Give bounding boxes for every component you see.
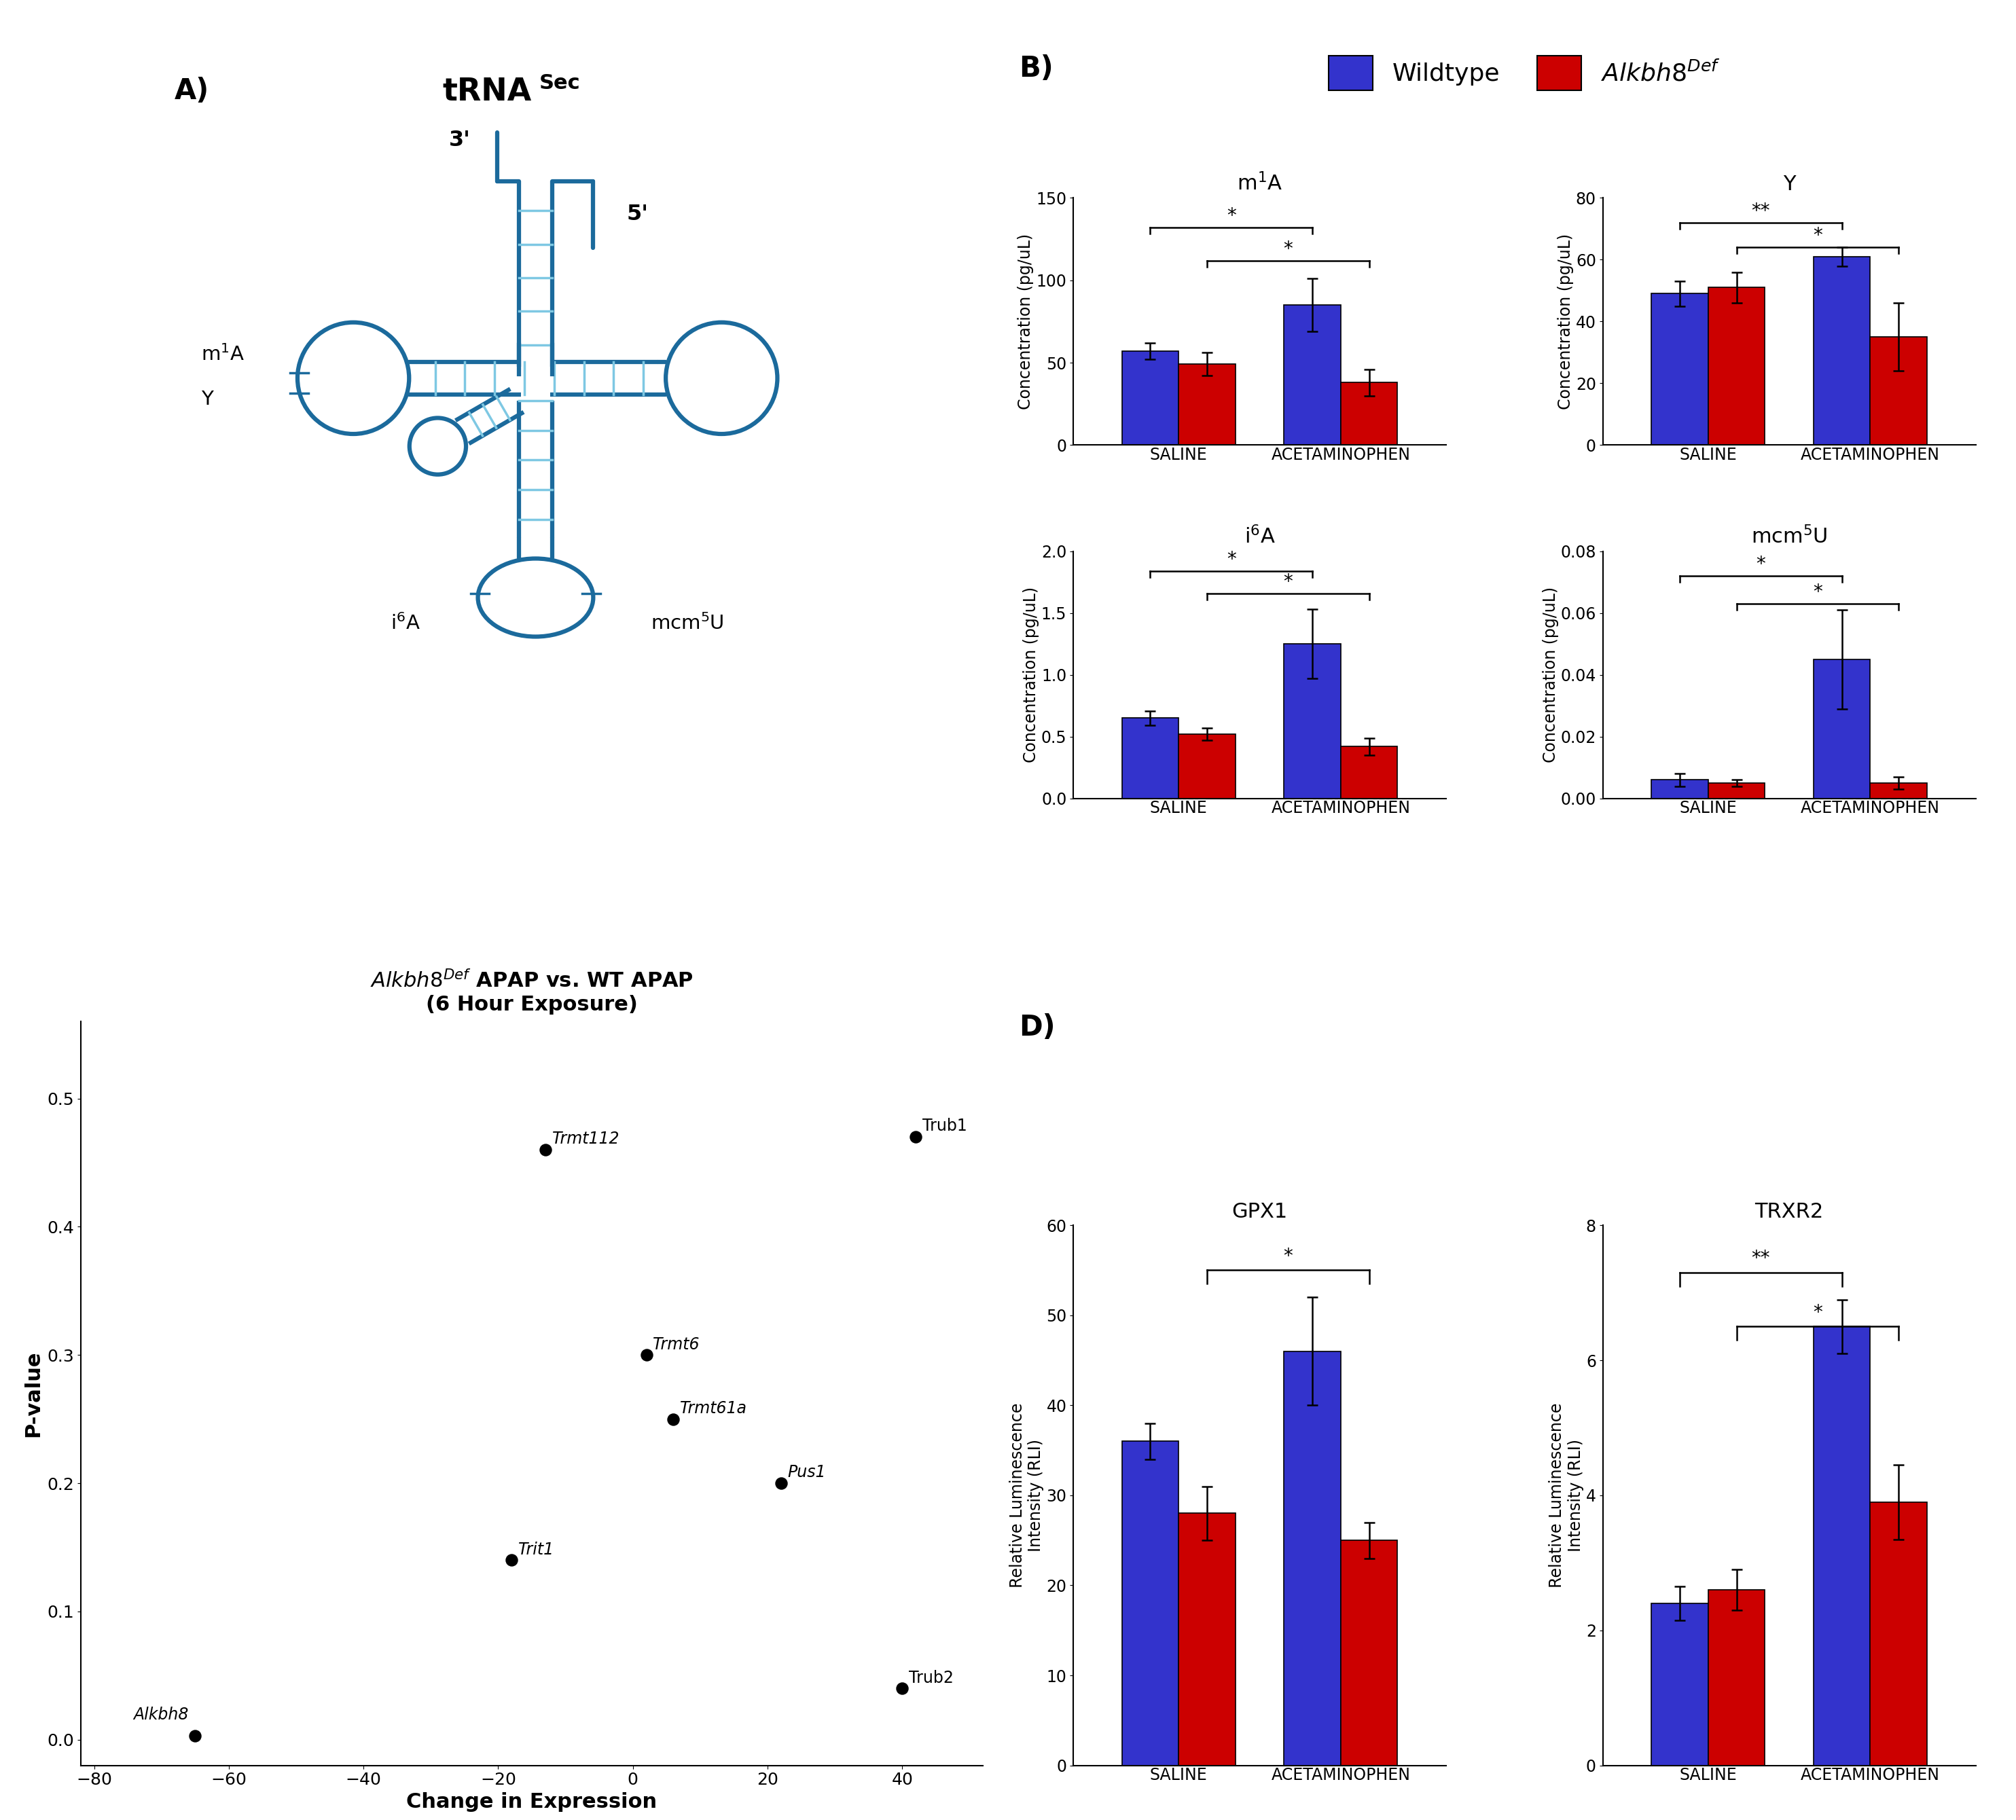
Title: $Alkbh8^{Def}$ APAP vs. WT APAP
(6 Hour Exposure): $Alkbh8^{Def}$ APAP vs. WT APAP (6 Hour …	[371, 970, 694, 1014]
Text: m$^{1}$A: m$^{1}$A	[202, 344, 244, 364]
Text: *: *	[1226, 207, 1236, 226]
Text: Trub2: Trub2	[909, 1669, 954, 1685]
Text: Trmt61a: Trmt61a	[679, 1400, 748, 1416]
Text: *: *	[1812, 1303, 1822, 1321]
Text: Trub1: Trub1	[923, 1117, 968, 1134]
Text: **: **	[1752, 202, 1770, 220]
Text: 3': 3'	[450, 129, 470, 151]
Bar	[1123, 1441, 1179, 1765]
Text: Pus1: Pus1	[788, 1465, 827, 1481]
Text: Y: Y	[202, 389, 214, 408]
Title: mcm$^{5}$U: mcm$^{5}$U	[1752, 526, 1826, 548]
Y-axis label: Relative Luminescence
Intensity (RLI): Relative Luminescence Intensity (RLI)	[1010, 1403, 1044, 1587]
Bar	[1814, 257, 1871, 446]
Text: *: *	[1756, 555, 1766, 573]
Y-axis label: Relative Luminescence
Intensity (RLI): Relative Luminescence Intensity (RLI)	[1548, 1403, 1585, 1587]
Point	[179, 1722, 212, 1751]
Bar	[1708, 288, 1764, 446]
Title: m$^{1}$A: m$^{1}$A	[1238, 173, 1282, 195]
Bar	[1814, 1327, 1871, 1765]
Title: GPX1: GPX1	[1232, 1201, 1288, 1221]
Text: *: *	[1812, 582, 1822, 602]
Point	[764, 1469, 796, 1498]
Bar	[1179, 1512, 1236, 1765]
Point	[528, 1136, 560, 1165]
Y-axis label: Concentration (pg/uL): Concentration (pg/uL)	[1558, 233, 1574, 410]
Text: 5': 5'	[627, 204, 649, 226]
Title: i$^{6}$A: i$^{6}$A	[1244, 526, 1276, 548]
Text: Trit1: Trit1	[518, 1542, 554, 1558]
Bar	[1651, 1603, 1708, 1765]
Text: Sec: Sec	[538, 73, 581, 93]
Title: Y: Y	[1782, 175, 1796, 195]
Text: mcm$^{5}$U: mcm$^{5}$U	[651, 613, 724, 633]
Text: *: *	[1284, 1247, 1292, 1267]
Point	[887, 1674, 919, 1704]
Text: D): D)	[1020, 1014, 1056, 1041]
Bar	[1871, 337, 1927, 446]
Bar	[1708, 1591, 1764, 1765]
Text: *: *	[1284, 571, 1292, 592]
Circle shape	[298, 322, 409, 433]
Text: A): A)	[175, 76, 210, 106]
Text: *: *	[1812, 226, 1822, 246]
Point	[631, 1341, 663, 1370]
Legend: Wildtype, $Alkbh8^{Def}$: Wildtype, $Alkbh8^{Def}$	[1329, 56, 1720, 91]
Text: tRNA: tRNA	[444, 76, 532, 107]
Text: *: *	[1284, 240, 1292, 258]
X-axis label: Change in Expression: Change in Expression	[407, 1793, 657, 1811]
Bar	[1708, 783, 1764, 799]
Y-axis label: Concentration (pg/uL): Concentration (pg/uL)	[1542, 586, 1558, 763]
Bar	[1123, 351, 1179, 446]
Circle shape	[409, 419, 466, 475]
Text: Alkbh8: Alkbh8	[133, 1707, 187, 1724]
Text: Trmt6: Trmt6	[653, 1336, 700, 1352]
Bar	[1341, 746, 1397, 799]
Point	[496, 1545, 528, 1574]
Bar	[1651, 781, 1708, 799]
Bar	[1341, 1540, 1397, 1765]
Bar	[1814, 659, 1871, 799]
Bar	[1871, 1502, 1927, 1765]
FancyBboxPatch shape	[480, 351, 591, 422]
Point	[899, 1123, 931, 1152]
Text: *: *	[1226, 550, 1236, 570]
Ellipse shape	[478, 559, 593, 637]
Bar	[1871, 783, 1927, 799]
Y-axis label: Concentration (pg/uL): Concentration (pg/uL)	[1018, 233, 1034, 410]
Text: i$^{6}$A: i$^{6}$A	[391, 613, 419, 633]
Bar	[1179, 733, 1236, 799]
Bar	[1284, 306, 1341, 446]
Title: TRXR2: TRXR2	[1754, 1201, 1824, 1221]
Bar	[1284, 1350, 1341, 1765]
Bar	[1123, 719, 1179, 799]
Point	[657, 1405, 689, 1434]
Text: Trmt112: Trmt112	[552, 1130, 619, 1147]
Circle shape	[665, 322, 778, 433]
Y-axis label: P-value: P-value	[24, 1350, 42, 1436]
Bar	[1651, 293, 1708, 446]
Text: B): B)	[1020, 55, 1054, 84]
Y-axis label: Concentration (pg/uL): Concentration (pg/uL)	[1022, 586, 1038, 763]
Text: **: **	[1752, 1249, 1770, 1269]
Bar	[1284, 644, 1341, 799]
Bar	[1341, 382, 1397, 446]
Bar	[1179, 364, 1236, 446]
